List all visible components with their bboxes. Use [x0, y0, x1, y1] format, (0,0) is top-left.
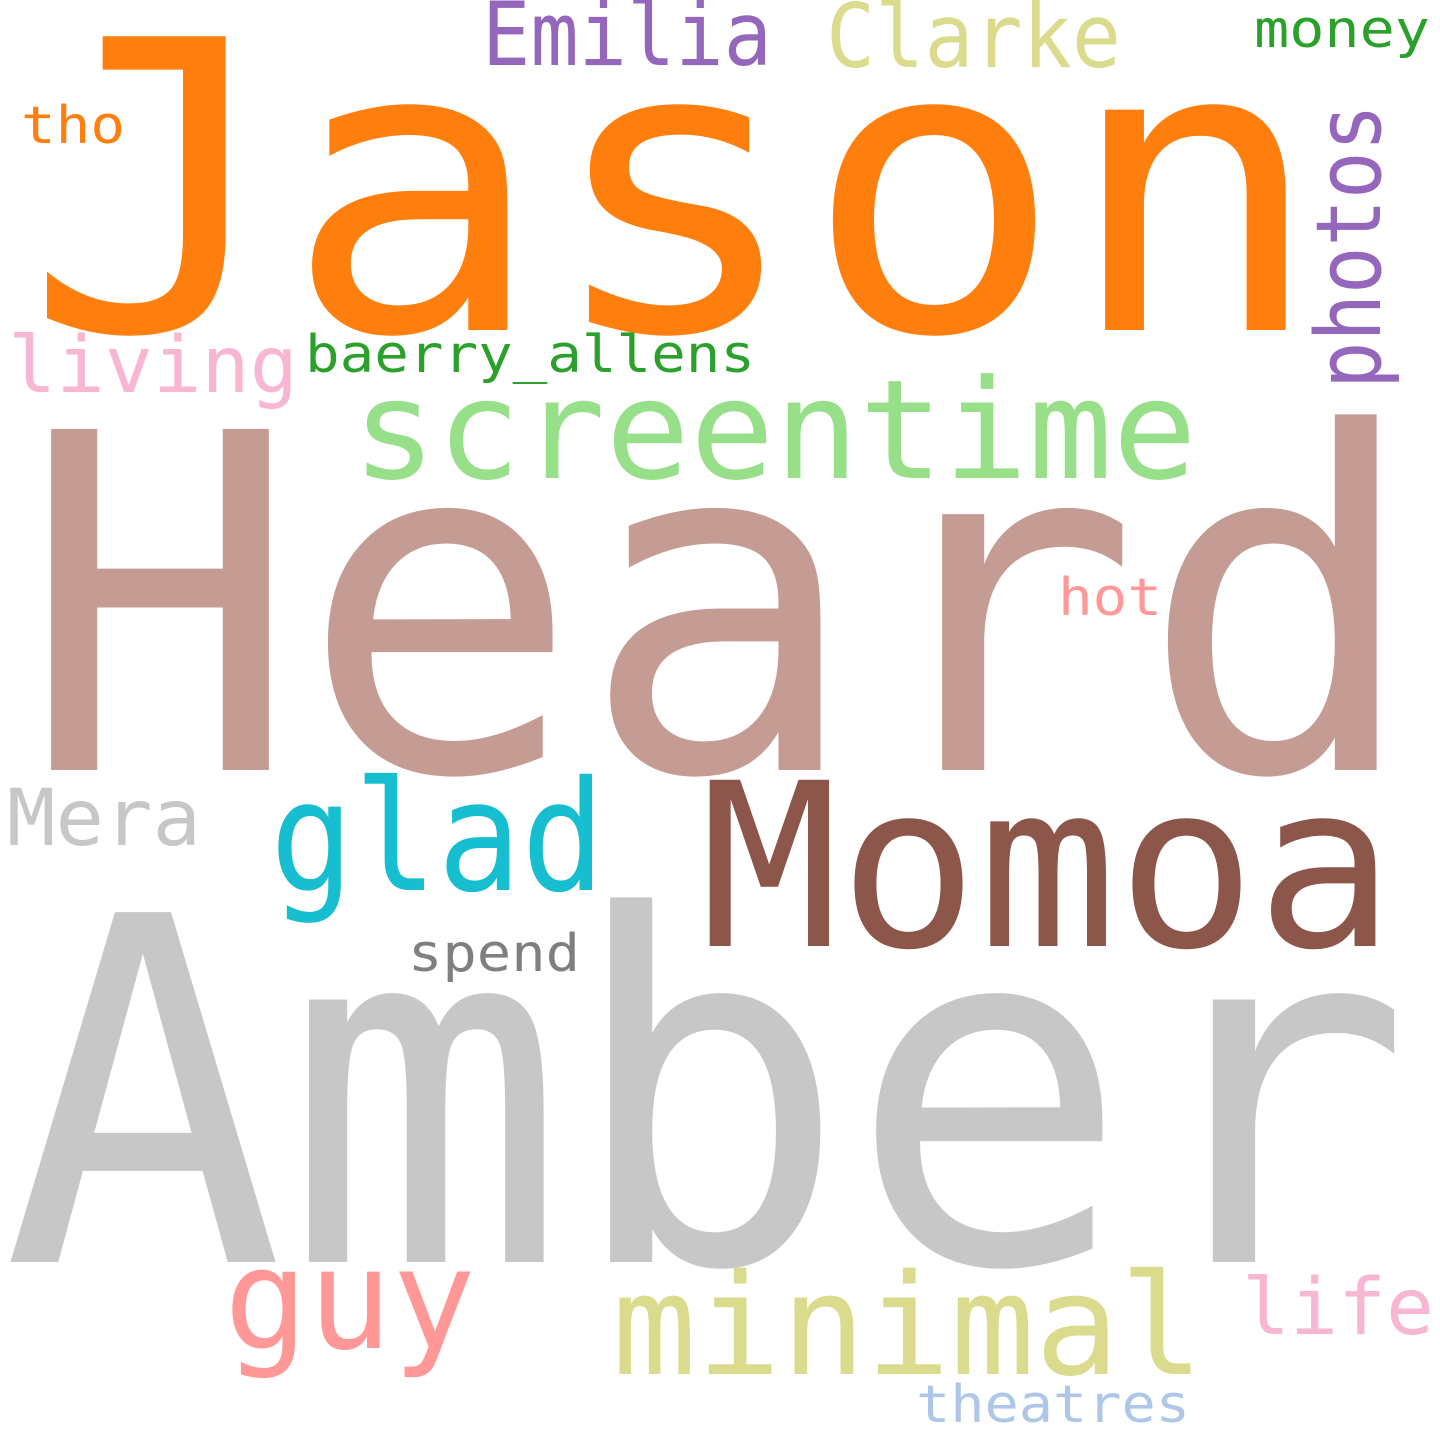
word-mera: Mera: [7, 774, 201, 864]
word-clarke: Clarke: [826, 0, 1121, 88]
word-money: money: [1254, 0, 1430, 60]
word-baerry-allens: baerry_allens: [305, 325, 755, 385]
word-glad: glad: [270, 749, 605, 927]
word-screentime: screentime: [352, 350, 1197, 511]
word-theatres: theatres: [916, 1375, 1190, 1435]
word-emilia: Emilia: [482, 0, 772, 86]
word-momoa: Momoa: [700, 734, 1395, 1000]
word-jason: Jason: [24, 0, 1324, 426]
word-spend: spend: [408, 924, 580, 984]
word-tho: tho: [21, 96, 125, 156]
word-amber: Amber: [2, 817, 1412, 1376]
word-guy: guy: [224, 1219, 476, 1382]
word-heard: Heard: [20, 337, 1420, 881]
word-living: living: [8, 321, 298, 411]
word-minimal: minimal: [612, 1245, 1204, 1408]
word-hot: hot: [1058, 568, 1162, 628]
word-photos: photos: [1297, 104, 1402, 389]
word-life: life: [1242, 1263, 1434, 1353]
